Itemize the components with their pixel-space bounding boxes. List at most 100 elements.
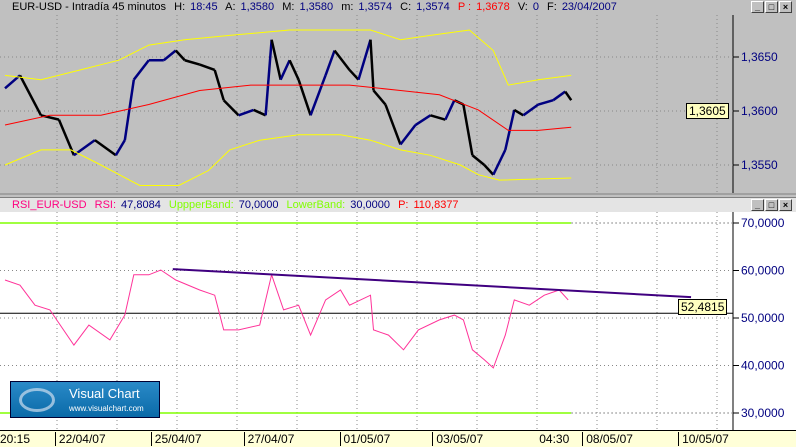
- x-tick-label: 03/05/07: [432, 432, 483, 446]
- price-segment: [253, 108, 267, 117]
- h-value: 18:45: [190, 1, 218, 13]
- price-y-tick-label: 1,3650: [741, 50, 778, 64]
- minimize-button[interactable]: _: [751, 1, 764, 13]
- rsi-y-tick-label: 40,0000: [741, 359, 785, 373]
- rsi-label: RSI:: [94, 199, 117, 211]
- price-segment: [270, 39, 282, 80]
- rsi-y-tick-label: 70,0000: [741, 216, 785, 230]
- price-segment: [264, 39, 273, 116]
- x-tick-label: 08/05/07: [582, 432, 633, 446]
- rsi-title: RSI_EUR-USD: [12, 199, 87, 211]
- price-segment: [430, 114, 446, 121]
- logo-url: www.visualchart.com: [69, 404, 144, 413]
- lower-band-value: 30,0000: [350, 199, 391, 211]
- close-button[interactable]: ×: [779, 1, 792, 13]
- mn-value: 1,3574: [358, 1, 393, 13]
- average-line: [4, 84, 572, 131]
- price-chart-header: EUR-USD - Intradía 45 minutos H: 18:45 A:…: [0, 0, 796, 15]
- price-segment: [522, 103, 539, 117]
- rsi-maximize-button[interactable]: □: [765, 199, 778, 211]
- c-label: C:: [400, 1, 412, 13]
- price-segment: [57, 119, 76, 156]
- price-segment: [492, 149, 507, 176]
- price-segment: [483, 164, 495, 176]
- price-segment: [288, 59, 300, 81]
- maximize-button[interactable]: □: [765, 1, 778, 13]
- price-segment: [552, 90, 566, 102]
- x-tick-label: 20:15: [0, 432, 31, 446]
- rsi-axis-area: [733, 212, 796, 430]
- price-segment: [564, 90, 573, 101]
- rsi-p-value: 110,8377: [413, 199, 459, 211]
- price-segment: [462, 104, 474, 156]
- lower-band-label: LowerBand:: [286, 199, 346, 211]
- c-value: 1,3574: [416, 1, 450, 13]
- price-segment: [279, 59, 291, 81]
- rsi-y-tick-label: 50,0000: [741, 311, 785, 325]
- rsi-chart-header: RSI_EUR-USD RSI: 47,8084 UppperBand: 70,00…: [0, 197, 796, 212]
- last-price-tag: 1,3605: [686, 103, 729, 119]
- price-segment: [324, 50, 336, 76]
- price-segment: [132, 59, 150, 81]
- logo-swoosh-icon: [19, 388, 55, 412]
- price-segment: [399, 124, 417, 146]
- x-tick-label: 10/05/07: [678, 432, 729, 446]
- price-segment: [369, 39, 375, 91]
- rsi-line: [4, 269, 569, 369]
- p-label: P :: [457, 1, 472, 13]
- chart-canvas[interactable]: 1,3650 1,3600 1,3550 70,0000 60,0000 50,0000 4…: [0, 0, 796, 430]
- x-tick-label: 27/04/07: [243, 432, 294, 446]
- price-segment: [297, 79, 312, 116]
- visual-chart-logo: Visual Chart www.visualchart.com: [10, 381, 160, 418]
- rsi-minimize-button[interactable]: _: [751, 199, 764, 211]
- x-tick-label: 25/04/07: [150, 432, 202, 446]
- rsi-close-button[interactable]: ×: [779, 199, 792, 211]
- price-segment: [333, 49, 351, 71]
- price-segment: [513, 108, 524, 117]
- f-value: 23/04/2007: [561, 1, 617, 13]
- price-y-tick-label: 1,3600: [741, 104, 778, 118]
- rsi-trendline: [172, 268, 692, 299]
- date-axis: 20:15 22/04/07 25/04/07 27/04/07 01/05/07 03/…: [0, 430, 796, 447]
- price-segment: [199, 63, 216, 72]
- price-y-tick-label: 1,3550: [741, 158, 778, 172]
- a-value: 1,3580: [240, 1, 275, 13]
- rsi-value: 47,8084: [121, 199, 161, 211]
- price-segment: [184, 59, 201, 66]
- price-segment: [238, 108, 255, 117]
- price-segment: [4, 74, 21, 90]
- x-tick-label: 01/05/07: [339, 432, 390, 446]
- price-segment: [309, 74, 327, 116]
- h-label: H:: [174, 1, 186, 13]
- v-label: V:: [517, 1, 528, 13]
- last-rsi-tag: 52,4815: [678, 299, 728, 315]
- logo-title: Visual Chart: [69, 386, 140, 401]
- price-segment: [444, 99, 456, 121]
- price-plot-area: [0, 15, 733, 193]
- price-segment: [162, 49, 177, 62]
- a-label: A:: [225, 1, 236, 13]
- upper-band-line: [4, 29, 572, 86]
- m-value: 1,3580: [299, 1, 334, 13]
- price-segment: [414, 114, 432, 127]
- price-segment: [372, 89, 387, 106]
- price-segment: [537, 98, 554, 106]
- f-label: F:: [547, 1, 557, 13]
- price-segment: [114, 139, 126, 156]
- x-tick-label: 22/04/07: [54, 432, 106, 446]
- rsi-p-label: P:: [398, 199, 409, 211]
- lower-band-line: [4, 134, 572, 186]
- rsi-y-tick-label: 30,0000: [741, 406, 785, 420]
- price-segment: [18, 74, 43, 116]
- p-value: 1,3678: [476, 1, 510, 13]
- price-segment: [384, 104, 402, 145]
- chart-title: EUR-USD - Intradía 45 minutos: [12, 1, 167, 13]
- price-segment: [222, 99, 240, 117]
- v-value: 0: [532, 1, 539, 13]
- price-segment: [357, 39, 372, 81]
- price-segment: [40, 114, 60, 121]
- upper-band-label: UppperBand:: [168, 199, 234, 211]
- price-segment: [123, 79, 136, 141]
- x-tick-label: 04:30: [539, 432, 570, 446]
- upper-band-value: 70,0000: [238, 199, 279, 211]
